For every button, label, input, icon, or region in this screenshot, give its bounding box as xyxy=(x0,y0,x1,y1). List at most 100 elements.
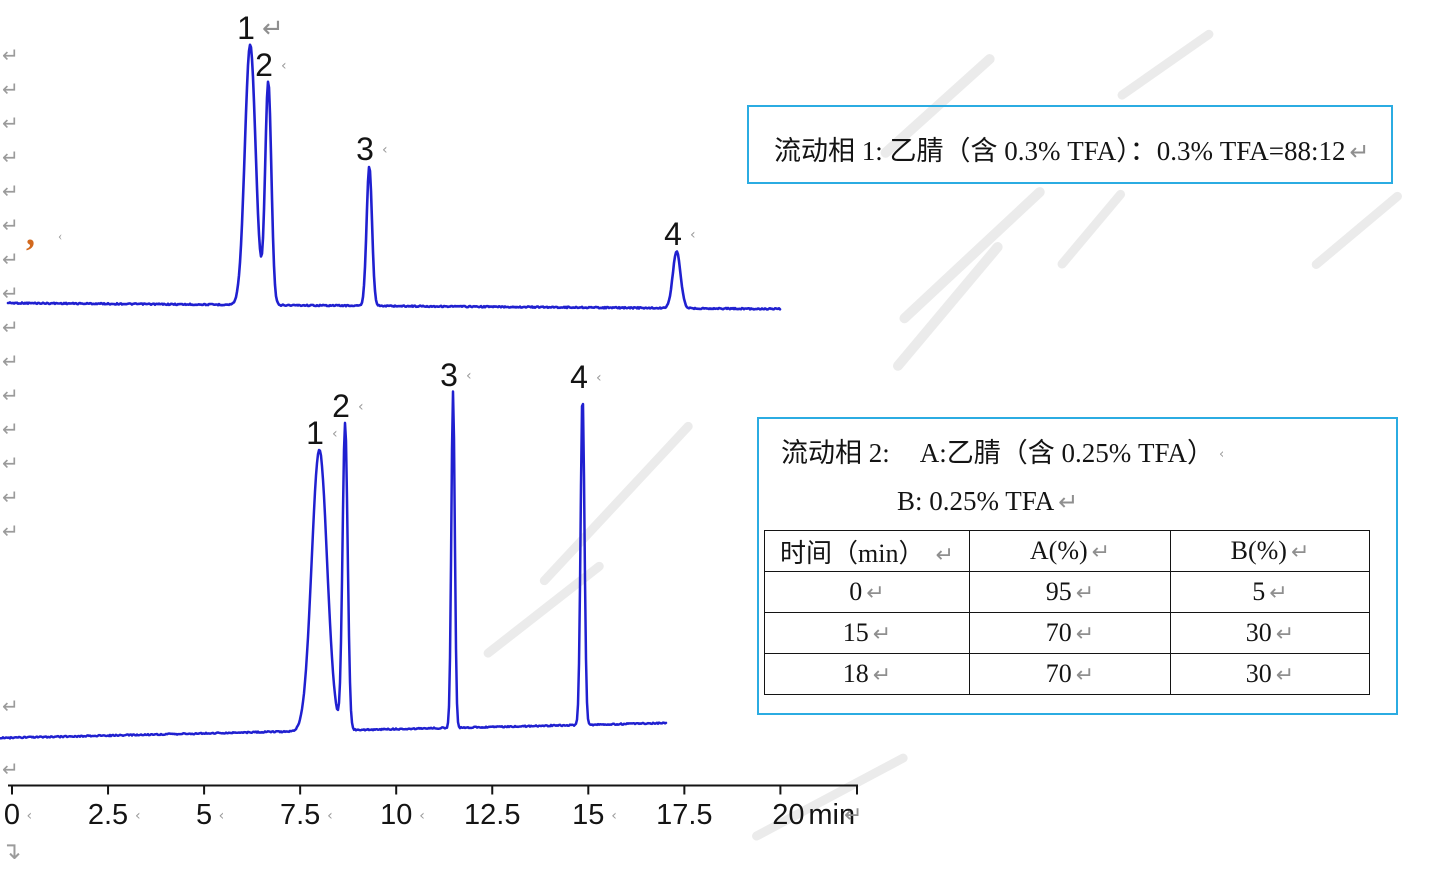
return-mark-icon: ↵ xyxy=(872,622,892,647)
small-format-mark: ‹ xyxy=(382,142,388,158)
return-mark-icon: ↵ xyxy=(262,14,284,44)
small-format-mark: ‹ xyxy=(1219,447,1225,462)
chromatogram-mobile-phase-1-peak-label-2: 2 xyxy=(255,47,273,83)
return-mark-icon: ↵ xyxy=(1275,622,1295,647)
cell-text: 95 xyxy=(1045,577,1072,606)
small-format-mark: ‹ xyxy=(466,368,472,384)
margin-return-mark-icon: ↵ xyxy=(2,179,19,203)
small-format-mark: ‹ xyxy=(596,370,602,386)
return-mark-icon: ↵ xyxy=(1075,622,1095,647)
chromatogram-mobile-phase-2-peak-label-1: 1 xyxy=(306,415,324,451)
small-format-mark: ‹ xyxy=(27,808,33,824)
margin-return-mark-rotated-icon: ↵ xyxy=(0,839,29,861)
gradient-table-header-cell-2[interactable]: B(%) ↵ xyxy=(1170,530,1370,572)
return-mark-icon: ↵ xyxy=(1269,581,1288,606)
return-mark-icon: ↵ xyxy=(1275,663,1295,688)
small-format-mark: ‹ xyxy=(611,808,617,824)
small-format-mark: ‹ xyxy=(281,58,287,74)
margin-return-mark-icon: ↵ xyxy=(2,349,19,373)
x-axis-tick-label-5: 5 xyxy=(196,799,212,831)
chromatogram-mobile-phase-2-peak-label-4: 4 xyxy=(570,359,588,395)
phase-a-text: A:乙腈（含 0.25% TFA） xyxy=(919,438,1215,468)
small-format-mark: ‹ xyxy=(327,808,333,824)
x-axis-tick-label-0: 0 xyxy=(4,799,20,831)
chromatogram-mobile-phase-1-peak-label-4: 4 xyxy=(664,216,682,252)
small-format-mark: ‹ xyxy=(358,399,364,415)
gradient-table-header-row: 时间（min） ↵ A(%) ↵ B(%) ↵ xyxy=(764,530,1370,572)
gradient-table-cell-0-2[interactable]: 5 ↵ xyxy=(1170,571,1370,613)
chromatogram-mobile-phase-1-trace xyxy=(6,43,782,311)
margin-return-mark-icon: ↵ xyxy=(2,281,19,305)
gradient-table-cell-2-2[interactable]: 30 ↵ xyxy=(1170,653,1370,695)
chromatogram-mobile-phase-1-peak-label-3: 3 xyxy=(356,131,374,167)
small-format-mark: ‹ xyxy=(219,808,225,824)
cell-text: 18 xyxy=(842,659,869,688)
margin-return-mark-icon: ↵ xyxy=(2,77,19,101)
cell-text: 时间（min） xyxy=(780,538,925,568)
gradient-table-cell-1-0[interactable]: 15 ↵ xyxy=(764,612,970,654)
chromatogram-mobile-phase-1-peak-label-1: 1 xyxy=(237,10,255,46)
margin-return-mark-icon: ↵ xyxy=(2,247,19,271)
x-axis-unit-label: min xyxy=(808,799,855,831)
gradient-table-cell-1-1[interactable]: 70 ↵ xyxy=(969,612,1171,654)
mobile-phase-1-box[interactable]: 流动相 1: 乙腈（含 0.3% TFA）：0.3% TFA=88:12 ↵ xyxy=(747,105,1393,184)
cell-text: 15 xyxy=(842,618,869,647)
return-mark-icon: ↵ xyxy=(928,542,954,568)
mobile-phase-2-label: 流动相 2: xyxy=(781,438,890,468)
gradient-table: 时间（min） ↵ A(%) ↵ B(%) ↵ 0 ↵ 95 ↵ 5 ↵ 15 ↵ 70 ↵ 30 ↵ 18 ↵ 70… xyxy=(764,530,1370,695)
gradient-table-cell-2-0[interactable]: 18 ↵ xyxy=(764,653,970,695)
margin-return-mark-icon: ↵ xyxy=(2,43,19,67)
return-mark-icon: ↵ xyxy=(1075,663,1095,688)
cell-text: 0 xyxy=(849,577,863,606)
margin-return-mark-icon: ↵ xyxy=(2,451,19,475)
small-format-mark: ‹ xyxy=(690,227,696,243)
margin-return-mark-icon: ↵ xyxy=(2,315,19,339)
return-mark-icon: ↵ xyxy=(1075,581,1095,606)
phase-b-text: B: 0.25% TFA xyxy=(897,486,1055,516)
gradient-table-header-cell-1[interactable]: A(%) ↵ xyxy=(969,530,1171,572)
x-axis-tick-label-12.5: 12.5 xyxy=(464,799,520,831)
small-format-mark: ‹ xyxy=(58,228,63,243)
margin-return-mark-icon: ↵ xyxy=(2,111,19,135)
gradient-table-cell-0-0[interactable]: 0 ↵ xyxy=(764,571,970,613)
x-axis-tick-label-15: 15 xyxy=(572,799,604,831)
margin-return-mark-icon: ↵ xyxy=(2,383,19,407)
x-axis-tick-label-20: 20 xyxy=(772,799,804,831)
return-mark-icon: ↵ xyxy=(866,581,885,606)
return-mark-icon: ↵ xyxy=(1091,540,1111,565)
chromatogram-mobile-phase-2-peak-label-3: 3 xyxy=(440,357,458,393)
mobile-phase-2-box[interactable]: 流动相 2: A:乙腈（含 0.25% TFA） ‹ B: 0.25% TFA ↵ 时… xyxy=(757,417,1398,715)
gradient-table-cell-1-2[interactable]: 30 ↵ xyxy=(1170,612,1370,654)
cell-text: 30 xyxy=(1245,659,1272,688)
gradient-table-cell-2-1[interactable]: 70 ↵ xyxy=(969,653,1171,695)
mobile-phase-2-line-a: 流动相 2: A:乙腈（含 0.25% TFA） ‹ xyxy=(759,419,1396,470)
return-mark-icon: ↵ xyxy=(1058,488,1079,516)
return-mark-icon: ↵ xyxy=(1290,540,1310,565)
gradient-table-row: 0 ↵ 95 ↵ 5 ↵ xyxy=(764,571,1370,613)
gradient-table-row: 18 ↵ 70 ↵ 30 ↵ xyxy=(764,653,1370,695)
return-mark-icon: ↵ xyxy=(1349,138,1370,166)
x-axis-tick-label-17.5: 17.5 xyxy=(656,799,712,831)
return-mark-icon: ↵ xyxy=(844,803,862,828)
margin-return-mark-icon: ↵ xyxy=(2,417,19,441)
x-axis-tick-label-2.5: 2.5 xyxy=(88,799,128,831)
mobile-phase-1-text: 流动相 1: 乙腈（含 0.3% TFA）：0.3% TFA=88:12 ↵ xyxy=(749,107,1391,168)
x-axis-tick-label-7.5: 7.5 xyxy=(280,799,320,831)
cell-text: 70 xyxy=(1045,618,1072,647)
gradient-table-header-cell-0[interactable]: 时间（min） ↵ xyxy=(764,530,970,572)
cell-text: A(%) xyxy=(1029,536,1088,565)
gradient-table-cell-0-1[interactable]: 95 ↵ xyxy=(969,571,1171,613)
margin-return-mark-icon: ↵ xyxy=(2,213,19,237)
x-axis-tick-label-10: 10 xyxy=(380,799,412,831)
mobile-phase-2-line-b: B: 0.25% TFA ↵ xyxy=(759,470,1396,517)
chromatogram-mobile-phase-2-peak-label-2: 2 xyxy=(332,388,350,424)
stray-comma: , xyxy=(26,213,35,253)
small-format-mark: ‹ xyxy=(332,426,338,442)
small-format-mark: ‹ xyxy=(419,808,425,824)
mobile-phase-1-label: 流动相 1: 乙腈（含 0.3% TFA）：0.3% TFA=88:12 xyxy=(774,136,1346,166)
margin-return-mark-icon: ↵ xyxy=(2,145,19,169)
margin-return-mark-icon: ↵ xyxy=(2,519,19,543)
small-format-mark: ‹ xyxy=(135,808,141,824)
